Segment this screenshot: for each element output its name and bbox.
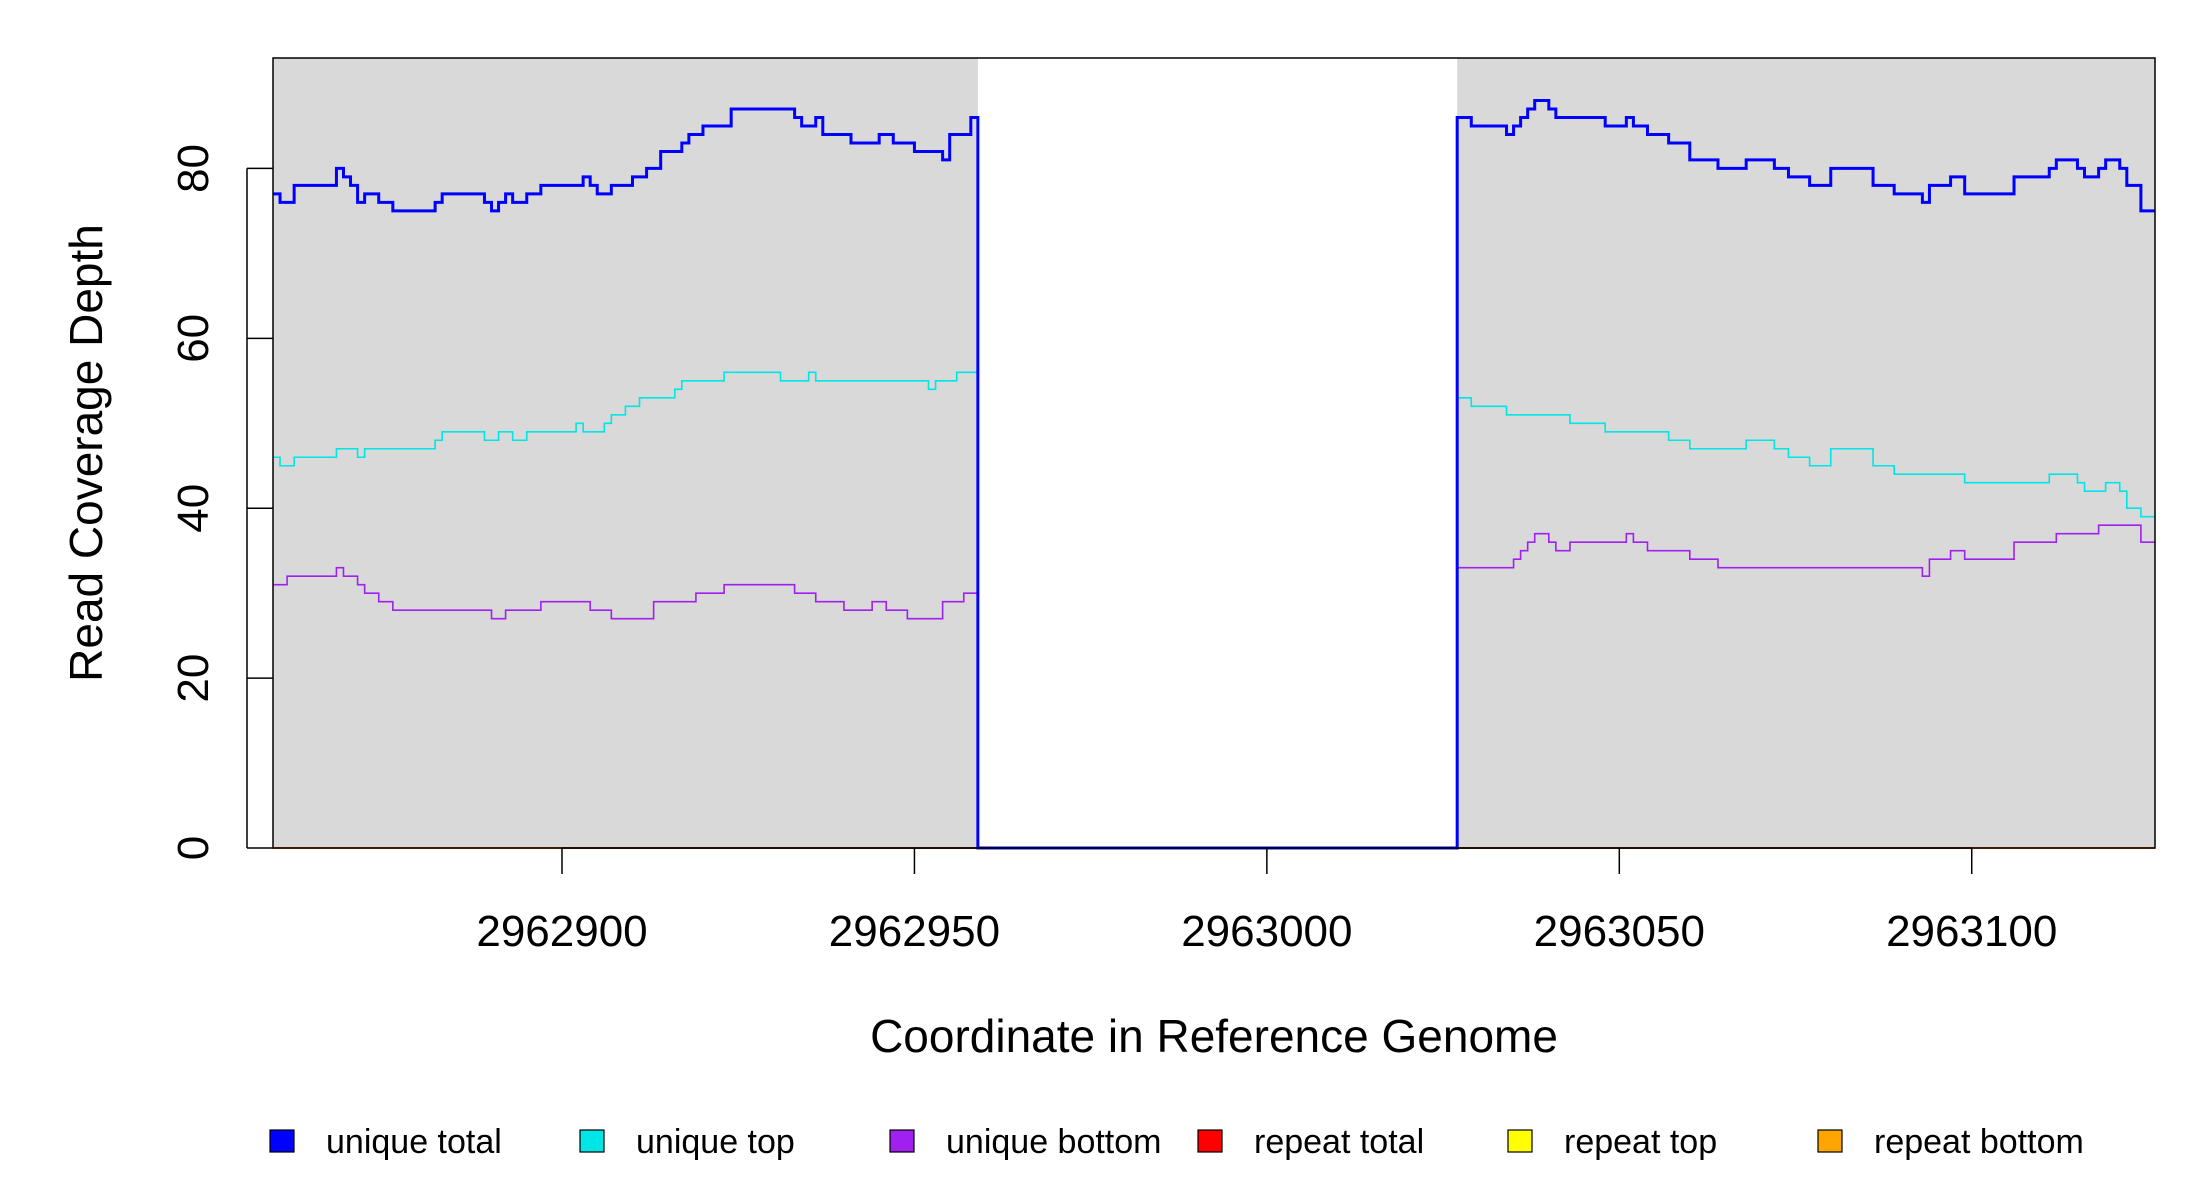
legend-label: unique bottom — [946, 1123, 1162, 1161]
legend-item-unique-top: unique top — [579, 1123, 795, 1161]
series-unique-bottom — [273, 524, 2155, 849]
x-tick-label: 2962950 — [829, 907, 1000, 956]
legend-swatch — [1817, 1129, 1843, 1153]
legend-item-unique-total: unique total — [269, 1123, 502, 1161]
y-axis: 0 20 40 60 80 — [169, 144, 273, 860]
legend-swatch — [1197, 1129, 1223, 1153]
y-tick-label: 40 — [169, 484, 218, 533]
legend-label: unique total — [326, 1123, 502, 1161]
shaded-region-2 — [1457, 58, 2155, 848]
legend-item-repeat-top: repeat top — [1507, 1123, 1717, 1161]
y-axis-title: Read Coverage Depth — [60, 224, 112, 682]
legend-swatch — [889, 1129, 915, 1153]
y-tick-label: 0 — [169, 836, 218, 860]
legend-swatch — [579, 1129, 605, 1153]
shaded-region-1 — [273, 58, 978, 848]
x-tick-label: 2963000 — [1181, 907, 1352, 956]
legend-label: unique top — [636, 1123, 795, 1161]
x-tick-label: 2963100 — [1886, 907, 2057, 956]
x-axis: 2962900 2962950 2963000 2963050 2963100 — [476, 847, 2057, 956]
legend-item-unique-bottom: unique bottom — [889, 1123, 1162, 1161]
legend-label: repeat top — [1564, 1123, 1717, 1161]
legend-item-repeat-bottom: repeat bottom — [1817, 1123, 2084, 1161]
legend-label: repeat bottom — [1874, 1123, 2084, 1161]
x-tick-label: 2963050 — [1534, 907, 1705, 956]
x-axis-title: Coordinate in Reference Genome — [870, 1010, 1558, 1062]
y-tick-label: 80 — [169, 144, 218, 193]
legend: unique total unique top unique bottom repea… — [269, 1123, 2084, 1161]
legend-swatch — [269, 1129, 295, 1153]
x-tick-label: 2962900 — [476, 907, 647, 956]
legend-item-repeat-total: repeat total — [1197, 1123, 1424, 1161]
series-unique-total — [273, 98, 2155, 850]
shaded-regions — [273, 58, 2155, 848]
legend-label: repeat total — [1254, 1123, 1424, 1161]
legend-swatch — [1507, 1129, 1533, 1153]
series-unique-top — [273, 371, 2155, 849]
y-tick-label: 20 — [169, 654, 218, 703]
y-tick-label: 60 — [169, 314, 218, 363]
